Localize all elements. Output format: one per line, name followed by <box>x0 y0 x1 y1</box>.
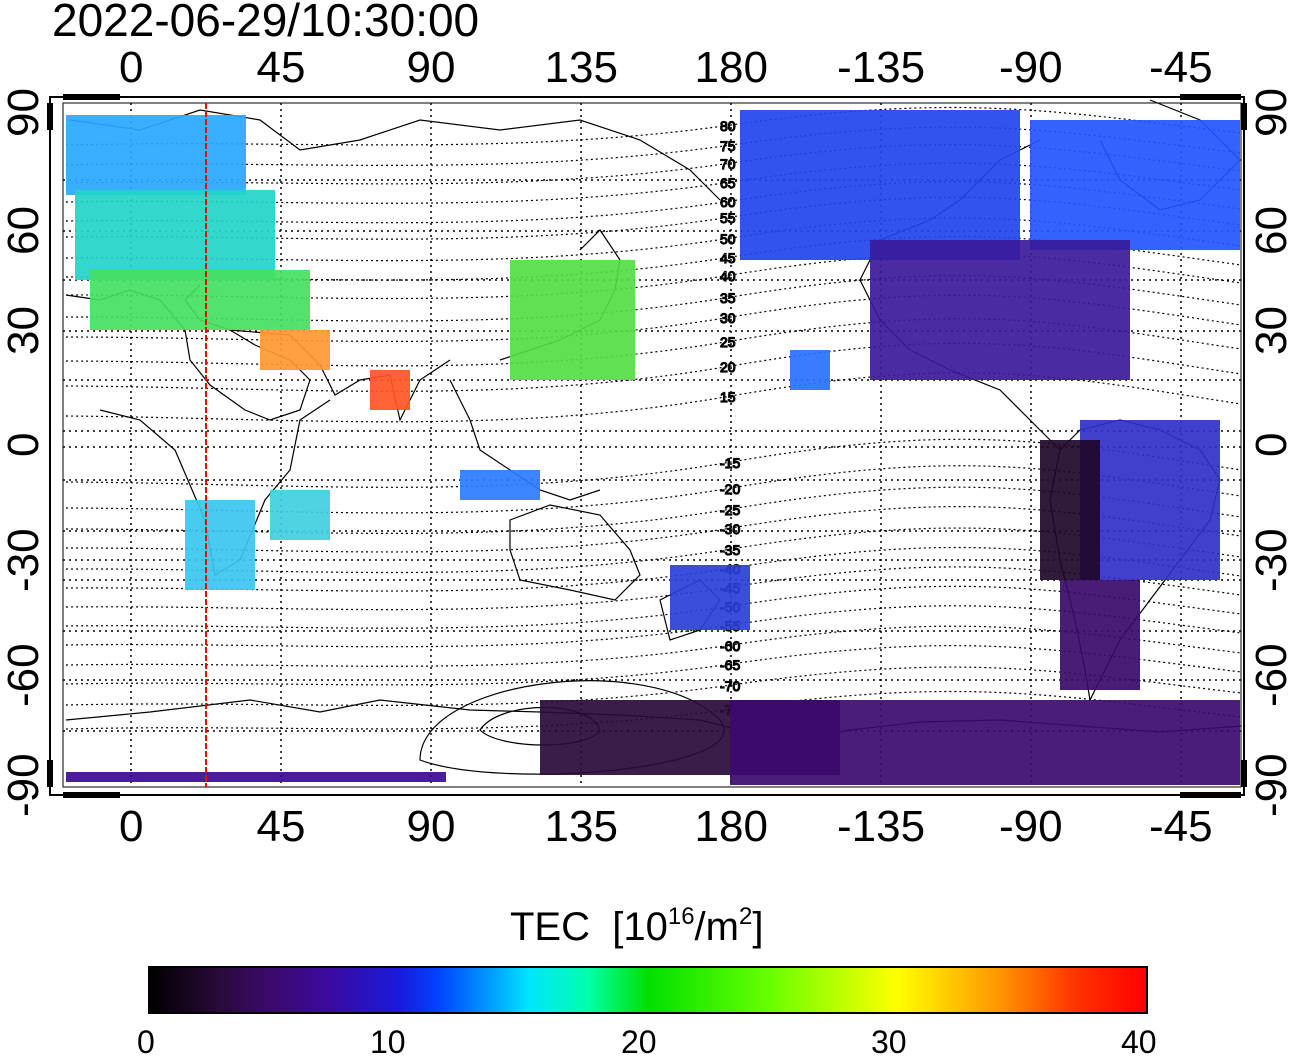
colorbar-unit-base: [10 <box>612 905 668 949</box>
bottom-lon-label: 90 <box>406 802 456 851</box>
contour-label: -60 <box>720 638 740 654</box>
tec-cell-usa <box>870 240 1130 380</box>
right-lat-label: -90 <box>1247 753 1294 817</box>
contour-label: 65 <box>720 175 736 191</box>
colorbar-tick-20: 20 <box>621 1024 657 1060</box>
tec-cell-andes <box>1040 440 1100 580</box>
contour-label: -35 <box>720 542 740 558</box>
contour-label: 50 <box>720 231 736 247</box>
contour-label: -15 <box>720 455 740 471</box>
contour-label: 15 <box>720 389 736 405</box>
left-lat-label: -30 <box>0 528 48 592</box>
contour-label: 80 <box>720 118 736 134</box>
top-lon-label: 45 <box>256 43 306 92</box>
tec-cell-new-zealand <box>670 565 750 630</box>
contour-label: -65 <box>720 657 740 673</box>
top-lon-label: -45 <box>1149 43 1213 92</box>
colorbar-unit-exp2: 2 <box>738 903 753 930</box>
right-lat-label: 0 <box>1247 432 1294 457</box>
contour-label: 60 <box>720 194 736 210</box>
right-lat-label: 60 <box>1247 205 1294 255</box>
tec-cell-hawaii <box>790 350 830 390</box>
right-lat-label: 30 <box>1247 305 1294 355</box>
tec-cell-south-africa <box>185 500 255 590</box>
contour-label: -20 <box>720 481 740 497</box>
contour-label: 35 <box>720 290 736 306</box>
contour-label: 55 <box>720 210 736 226</box>
top-lon-label: 180 <box>694 43 768 92</box>
right-lat-label: -60 <box>1247 643 1294 707</box>
left-lat-label: 0 <box>0 432 48 457</box>
left-lat-label: 90 <box>0 87 48 137</box>
tec-cell-north-america <box>740 110 1020 260</box>
tec-cell-indonesia <box>460 470 540 500</box>
left-lat-label: 30 <box>0 305 48 355</box>
tec-colorbar <box>148 966 1148 1014</box>
tec-cell-mediterranean <box>90 270 310 330</box>
colorbar-tick-30: 30 <box>871 1024 907 1060</box>
left-lat-label: -90 <box>0 753 48 817</box>
bottom-lon-label: 135 <box>544 802 618 851</box>
tec-cell-canada-east <box>1030 120 1240 250</box>
bottom-lon-label: 180 <box>694 802 768 851</box>
colorbar-tick-40: 40 <box>1121 1024 1157 1060</box>
tec-cell-east-asia <box>510 260 635 380</box>
tec-cell-europe-north <box>66 115 246 195</box>
contour-label: -30 <box>720 521 740 537</box>
contour-label: -70 <box>720 678 740 694</box>
contour-label: 40 <box>720 268 736 284</box>
bottom-lon-label: -90 <box>999 802 1063 851</box>
tec-data-cells <box>66 110 1240 785</box>
bottom-lon-label: 0 <box>119 802 144 851</box>
contour-label: -25 <box>720 502 740 518</box>
left-lat-label: -60 <box>0 643 48 707</box>
contour-label: 45 <box>720 250 736 266</box>
colorbar-tick-10: 10 <box>370 1024 406 1060</box>
colorbar-unit-exp: 16 <box>667 903 695 930</box>
contour-label: 25 <box>720 334 736 350</box>
colorbar-unit-end: ] <box>752 905 764 949</box>
right-lat-label: 90 <box>1247 87 1294 137</box>
top-lon-label: -135 <box>837 43 926 92</box>
colorbar-title: TEC [1016/m2] <box>510 903 763 950</box>
tec-cell-antarctica-east <box>730 700 1240 785</box>
top-lon-label: 135 <box>544 43 618 92</box>
colorbar-unit-mid: /m <box>694 905 739 949</box>
tec-cell-europe <box>75 190 275 280</box>
map-title: 2022-06-29/10:30:00 <box>52 0 480 46</box>
contour-label: 75 <box>720 138 736 154</box>
tec-cell-madagascar <box>270 490 330 540</box>
right-lat-label: -30 <box>1247 528 1294 592</box>
bottom-lon-label: -135 <box>837 802 926 851</box>
top-lon-label: -90 <box>999 43 1063 92</box>
tec-cell-india <box>370 370 410 410</box>
colorbar-tick-0: 0 <box>137 1024 155 1060</box>
tec-cell-south-strip <box>66 772 446 782</box>
tec-cell-south-america <box>1080 420 1220 580</box>
bottom-lon-label: -45 <box>1149 802 1213 851</box>
bottom-lon-label: 45 <box>256 802 306 851</box>
contour-label: 30 <box>720 310 736 326</box>
contour-label: 20 <box>720 359 736 375</box>
tec-cell-middle-east <box>260 330 330 370</box>
top-lon-label: 90 <box>406 43 456 92</box>
tec-cell-patagonia <box>1060 580 1140 690</box>
colorbar-title-text: TEC <box>510 905 590 949</box>
top-lon-label: 0 <box>119 43 144 92</box>
left-lat-label: 60 <box>0 205 48 255</box>
contour-label: 70 <box>720 156 736 172</box>
